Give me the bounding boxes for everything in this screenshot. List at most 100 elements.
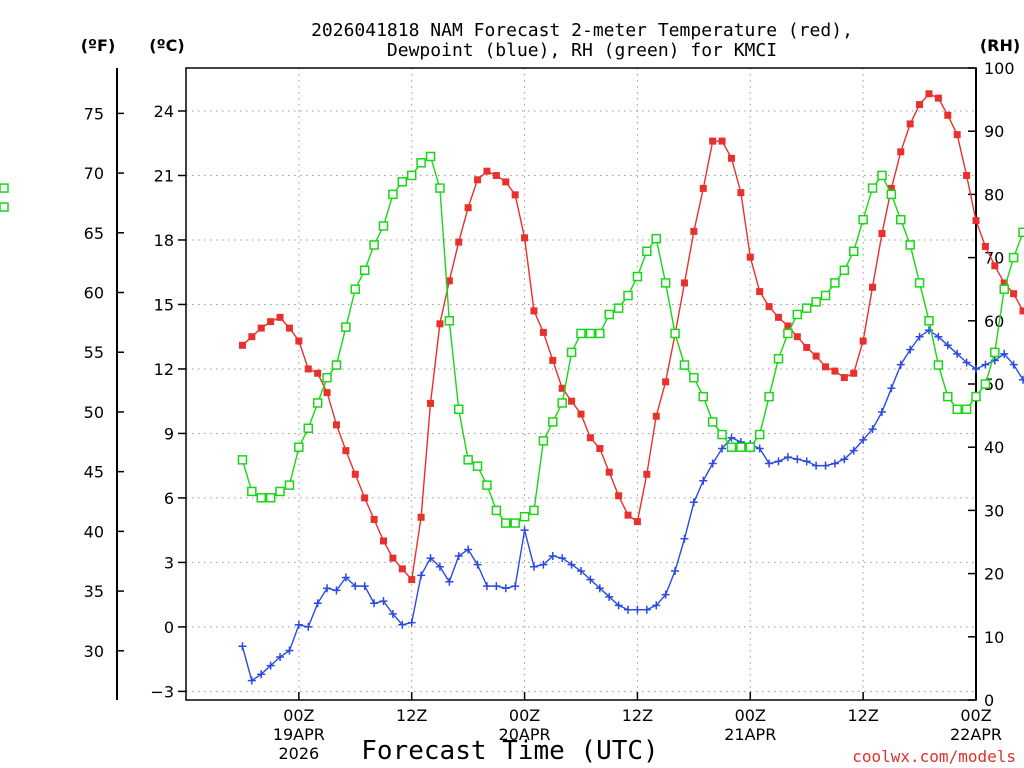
temperature-point: [662, 378, 670, 386]
temperature-point: [408, 576, 416, 584]
relative-humidity-point: [265, 493, 276, 503]
temperature-point: [436, 320, 444, 328]
temperature-point: [972, 217, 980, 225]
chart-title-line-1: 2026041818 NAM Forecast 2-meter Temperat…: [311, 20, 853, 41]
temperature-point: [530, 307, 538, 315]
temperature-point: [502, 178, 510, 186]
dewpoint-point: [981, 360, 990, 369]
dewpoint-point: [699, 476, 708, 485]
dewpoint-point: [426, 554, 435, 563]
relative-humidity-point: [754, 429, 765, 440]
relative-humidity-point: [566, 347, 577, 358]
relative-humidity-point: [990, 347, 1000, 358]
fahrenheit-tick-label: 60: [84, 284, 104, 303]
fahrenheit-tick-label: 55: [84, 343, 104, 362]
relative-humidity-point: [294, 442, 304, 452]
year-tick-label: 2026: [278, 744, 319, 763]
temperature-point: [615, 492, 623, 500]
celsius-tick-label: 24: [154, 102, 174, 121]
relative-humidity-point: [707, 417, 718, 427]
dewpoint-point: [821, 461, 830, 470]
dewpoint-point: [680, 534, 689, 543]
dewpoint-point: [812, 461, 821, 470]
relative-humidity-point: [867, 183, 878, 193]
relative-humidity-point: [811, 297, 821, 307]
dewpoint-point: [915, 332, 924, 341]
relative-humidity-point: [764, 391, 774, 402]
temperature-point: [238, 341, 246, 349]
dewpoint-point: [906, 345, 915, 354]
dewpoint-point: [407, 618, 416, 627]
relative-humidity-point: [406, 170, 417, 181]
relative-humidity-point: [660, 278, 671, 288]
dewpoint-point: [577, 567, 585, 576]
dewpoint-point: [614, 601, 623, 610]
dewpoint-point: [943, 341, 952, 350]
relative-humidity-point: [237, 455, 248, 465]
relative-humidity-point: [773, 353, 784, 364]
dewpoint-point: [633, 605, 642, 614]
temperature-point: [398, 565, 406, 573]
celsius-tick-label: 15: [154, 295, 174, 314]
temperature-point: [624, 511, 632, 519]
fahrenheit-tick-label: 40: [84, 522, 104, 541]
dewpoint-point: [849, 446, 858, 455]
relative-humidity-point: [576, 328, 586, 339]
dewpoint-point: [1000, 349, 1009, 358]
relative-humidity-point: [689, 372, 699, 383]
temperature-point: [652, 412, 660, 420]
temperature-point: [981, 242, 989, 250]
relative-humidity-point: [924, 316, 934, 326]
dewpoint-point: [624, 605, 633, 614]
temperature-point: [483, 167, 491, 175]
dewpoint-point: [388, 610, 397, 619]
temperature-point: [897, 148, 905, 156]
temperature-point: [944, 111, 952, 119]
date-tick-label: 20APR: [499, 725, 551, 744]
dewpoint-point: [567, 560, 576, 569]
celsius-tick-label: 0: [164, 618, 174, 637]
temperature-point: [521, 234, 529, 242]
rh-tick-label: 0: [984, 691, 994, 710]
relative-humidity-point: [1018, 227, 1024, 238]
relative-humidity-point: [726, 442, 737, 452]
temperature-point: [248, 333, 256, 341]
relative-humidity-point: [896, 214, 906, 225]
relative-humidity-point: [613, 303, 624, 313]
dewpoint-point: [953, 349, 962, 358]
dewpoint-point: [332, 586, 341, 595]
temperature-point: [1019, 307, 1024, 315]
temperature-point: [869, 283, 877, 291]
time-tick-label: 00Z: [283, 706, 314, 725]
relative-humidity-point: [312, 398, 323, 408]
relative-humidity-point: [933, 360, 944, 370]
dewpoint-point: [323, 584, 332, 593]
relative-humidity-point: [303, 423, 314, 433]
temperature-point: [831, 367, 839, 375]
dewpoint-point: [360, 582, 369, 591]
temperature-point: [492, 171, 500, 179]
celsius-tick-label: 6: [164, 489, 174, 508]
temperature-point: [633, 518, 641, 526]
dewpoint-point: [285, 646, 294, 655]
time-tick-label: 12Z: [622, 706, 653, 725]
dewpoint-point: [313, 599, 322, 608]
relative-humidity-point: [952, 404, 962, 415]
relative-humidity-point: [961, 404, 972, 415]
dewpoint-point: [793, 455, 802, 464]
temperature-point: [314, 369, 322, 377]
fahrenheit-tick-label: 30: [84, 642, 104, 661]
temperature-point: [276, 313, 284, 321]
celsius-axis: −3 0 3 6 9 12 15 18 21 24: [150, 102, 186, 701]
celsius-tick-label: 3: [164, 553, 174, 572]
dewpoint-point: [276, 653, 285, 662]
relative-humidity-point: [472, 461, 483, 471]
fahrenheit-tick-label: 45: [84, 463, 104, 482]
temperature-point: [568, 397, 576, 405]
temperature-point: [342, 447, 350, 455]
relative-humidity-point: [651, 233, 661, 244]
temperature-point: [304, 365, 312, 373]
relative-humidity-point: [548, 417, 558, 427]
rh-tick-label: 30: [984, 501, 1004, 520]
temperature-point: [586, 434, 594, 442]
